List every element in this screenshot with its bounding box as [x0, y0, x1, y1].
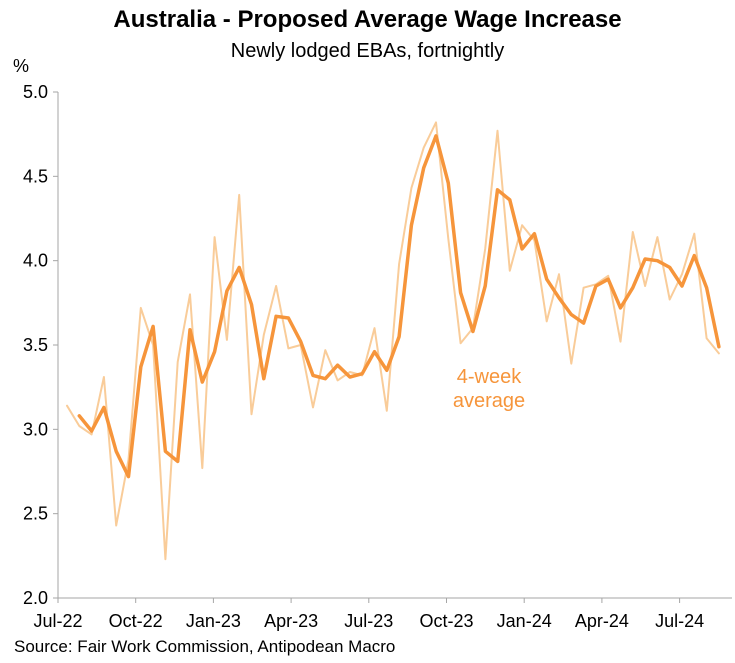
x-tick-label: Jan-23	[186, 611, 241, 631]
y-tick-label: 5.0	[23, 82, 48, 102]
y-axis-label: %	[13, 56, 29, 76]
series-line-fortnightly	[66, 121, 720, 561]
x-tick-label: Jul-24	[655, 611, 704, 631]
x-tick-label: Jan-24	[497, 611, 552, 631]
y-tick-label: 4.5	[23, 166, 48, 186]
y-tick-label: 3.0	[23, 419, 48, 439]
y-tick-label: 3.5	[23, 335, 48, 355]
y-tick-label: 2.5	[23, 504, 48, 524]
x-tick-label: Jul-22	[33, 611, 82, 631]
x-tick-label: Oct-22	[109, 611, 163, 631]
x-tick-label: Oct-23	[419, 611, 473, 631]
chart-title: Australia - Proposed Average Wage Increa…	[113, 6, 622, 33]
x-tick-label: Apr-23	[264, 611, 318, 631]
source-note: Source: Fair Work Commission, Antipodean…	[14, 637, 396, 656]
chart-subtitle: Newly lodged EBAs, fortnightly	[230, 40, 505, 62]
y-tick-label: 2.0	[23, 588, 48, 608]
annotation-line-1: 4-week	[457, 366, 522, 388]
annotation-line-2: average	[453, 390, 525, 412]
y-tick-label: 4.0	[23, 251, 48, 271]
series-line-4-week-average	[77, 134, 721, 479]
y-axis: 2.0 2.5 3.0 3.5 4.0 4.5 5.0	[23, 82, 59, 608]
plot-area	[66, 121, 721, 561]
x-axis: Jul-22 Oct-22 Jan-23 Apr-23 Jul-23 Oct-23 Jan-…	[33, 597, 732, 631]
x-tick-label: Jul-23	[344, 611, 393, 631]
x-tick-label: Apr-24	[575, 611, 629, 631]
